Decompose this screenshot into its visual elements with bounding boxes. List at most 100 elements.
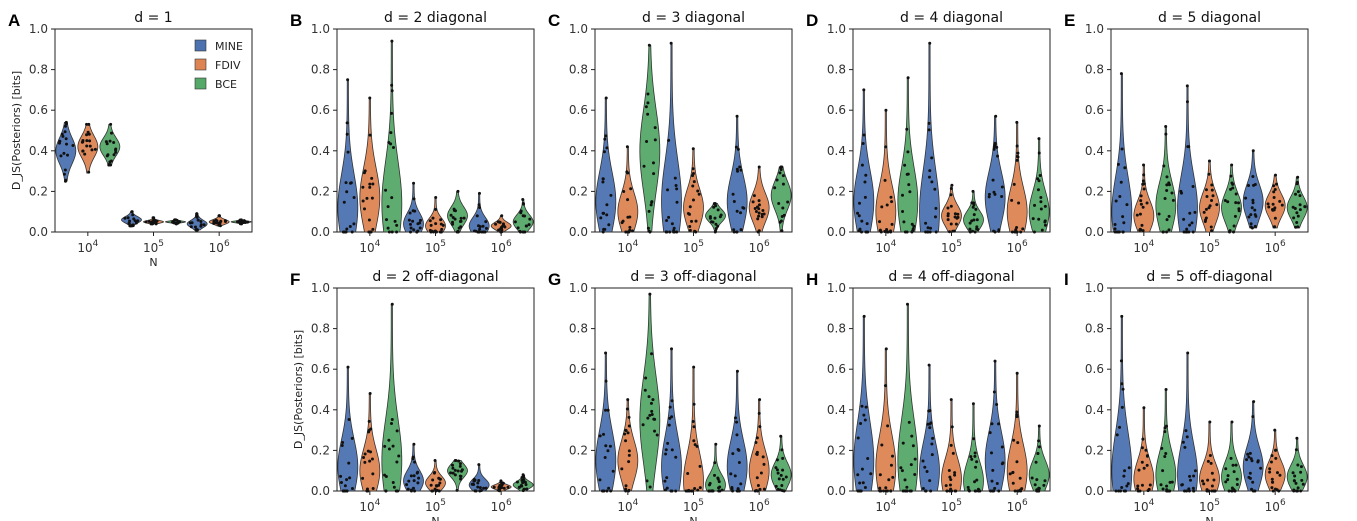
data-point [1187, 230, 1191, 234]
data-point [775, 468, 779, 472]
violin-mine [337, 79, 359, 233]
data-point [857, 229, 861, 233]
data-point [1270, 480, 1274, 484]
data-point [1142, 466, 1146, 470]
violin-fdiv [1199, 160, 1220, 233]
data-point [370, 176, 374, 180]
violin-bce [770, 435, 792, 492]
data-point [1210, 484, 1214, 488]
y-tick-label: 1.0 [569, 22, 588, 36]
data-point [63, 130, 67, 134]
data-point [735, 230, 739, 234]
data-point [1033, 203, 1037, 207]
data-point [1141, 229, 1145, 233]
data-point [1012, 182, 1016, 186]
data-point [1299, 489, 1303, 493]
panel-title: d = 5 diagonal [1158, 10, 1261, 26]
data-point [1184, 429, 1188, 433]
data-point [761, 208, 765, 212]
data-point [1266, 202, 1270, 206]
data-point [1234, 201, 1238, 205]
data-point [648, 413, 652, 417]
data-point [905, 489, 909, 493]
panel-letter: D [806, 11, 818, 30]
data-point [506, 485, 510, 489]
panel-letter: G [548, 270, 561, 289]
data-point [1233, 214, 1237, 218]
data-point [478, 205, 482, 209]
data-point [901, 209, 905, 213]
data-point [363, 452, 367, 456]
data-point [865, 222, 869, 226]
data-point [361, 199, 365, 203]
data-point [1012, 438, 1016, 442]
data-point [954, 222, 958, 226]
data-point [735, 209, 739, 213]
data-point [1037, 424, 1041, 428]
data-point [1165, 230, 1169, 234]
data-point [908, 190, 912, 194]
data-point [754, 441, 758, 445]
data-point [476, 485, 480, 489]
data-point [1273, 206, 1277, 210]
data-point [1182, 217, 1186, 221]
data-point [621, 219, 625, 223]
data-point [968, 227, 972, 231]
data-point [1039, 200, 1043, 204]
data-point [1163, 454, 1167, 458]
data-point [905, 485, 909, 489]
data-point [858, 201, 861, 205]
data-point [691, 184, 695, 188]
data-point [731, 489, 735, 493]
data-point [1164, 124, 1168, 128]
x-tick-label: 104 [1133, 498, 1154, 514]
data-point [673, 176, 677, 180]
data-point [970, 219, 974, 223]
data-point [856, 211, 860, 215]
data-point [484, 486, 488, 490]
x-tick-label: 106 [209, 239, 230, 255]
violin-fdiv [1264, 174, 1286, 229]
data-point [1125, 203, 1129, 207]
data-point [87, 132, 91, 136]
data-point [524, 483, 528, 487]
data-point [759, 471, 763, 475]
data-point [1296, 463, 1300, 467]
data-point [1170, 191, 1174, 195]
data-point [717, 480, 721, 484]
data-point [975, 460, 979, 464]
data-point [1223, 198, 1227, 202]
data-point [363, 169, 367, 173]
data-point [1121, 387, 1125, 391]
data-point [668, 405, 672, 409]
data-point [1191, 230, 1195, 234]
data-point [194, 228, 198, 232]
x-tick-label: 105 [1199, 239, 1220, 255]
data-point [1182, 230, 1186, 234]
data-point [518, 230, 522, 234]
data-point [1256, 460, 1260, 464]
data-point [1119, 180, 1123, 184]
x-tick-label: 106 [491, 239, 512, 255]
y-tick-label: 0.2 [29, 184, 48, 198]
data-point [345, 132, 349, 136]
data-point [646, 92, 650, 96]
data-point [674, 489, 678, 493]
data-point [756, 230, 760, 234]
data-point [600, 489, 604, 493]
data-point [130, 224, 134, 228]
data-point [1250, 206, 1254, 210]
data-point [955, 216, 959, 220]
data-point [1249, 457, 1253, 461]
data-point [386, 205, 390, 209]
data-point [516, 226, 520, 230]
data-point [862, 413, 866, 417]
data-point [1294, 448, 1298, 452]
data-point [1247, 215, 1251, 219]
data-point [365, 196, 369, 200]
data-point [970, 457, 974, 461]
data-point [66, 153, 70, 157]
data-point [408, 222, 412, 226]
data-point [1251, 489, 1255, 493]
data-point [650, 200, 654, 204]
